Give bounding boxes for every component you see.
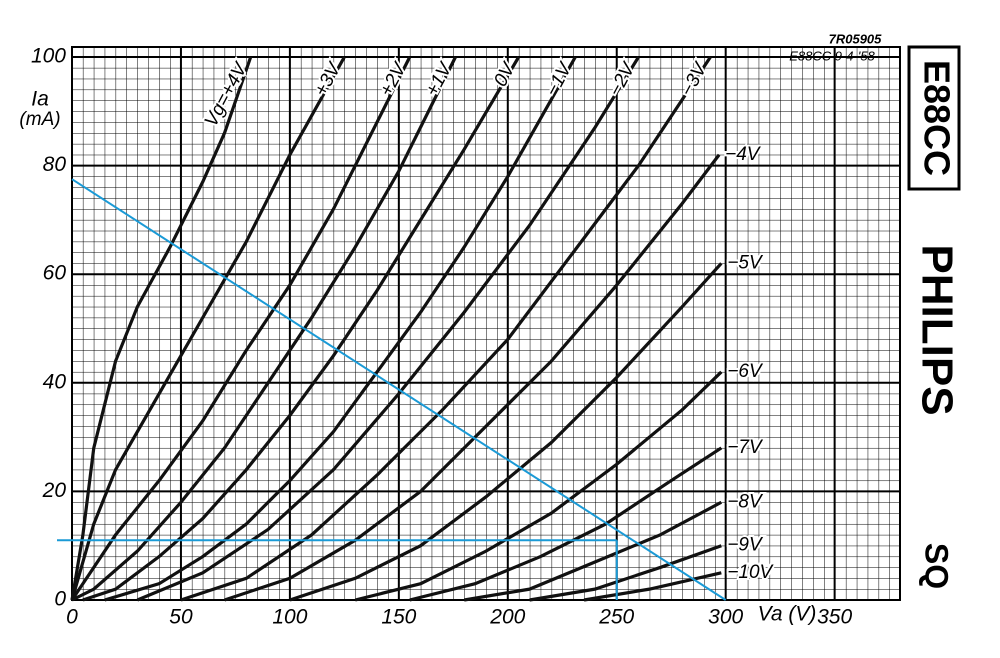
plot-area xyxy=(71,46,901,601)
y-unit: (mA) xyxy=(19,109,60,130)
mark: SQ xyxy=(919,543,955,589)
curve xyxy=(289,262,723,602)
y-label: Ia xyxy=(31,88,49,111)
y-tick-label: 80 xyxy=(43,153,67,176)
y-tick-label: 60 xyxy=(43,262,67,285)
curve xyxy=(136,56,640,602)
x-tick-label: 200 xyxy=(489,606,525,629)
curve-label: −5V xyxy=(727,252,764,273)
x-tick-label: 350 xyxy=(817,606,852,629)
curve xyxy=(70,56,253,601)
y-tick-label: 20 xyxy=(42,479,67,502)
brand: PHILIPS xyxy=(912,244,961,415)
curve-label: −9V xyxy=(727,535,764,556)
curve-label: −10V xyxy=(727,562,774,583)
curve xyxy=(104,56,577,602)
curve xyxy=(529,544,722,602)
curve-label: −8V xyxy=(727,491,764,512)
code: 7R05905 xyxy=(829,31,883,46)
tube-box xyxy=(907,45,961,191)
tube-name: E88CC xyxy=(916,60,957,176)
subtitle: E88CC 9-4-'58 xyxy=(789,48,875,63)
curve xyxy=(463,500,723,602)
x-tick-label: 150 xyxy=(381,606,416,629)
curve xyxy=(71,56,457,602)
x-tick-label: 100 xyxy=(272,606,307,629)
minor-grid xyxy=(71,46,901,601)
y-tick-label: 100 xyxy=(31,45,66,68)
curve xyxy=(82,56,521,602)
y-tick-label: 0 xyxy=(54,588,66,611)
curve-label: −7V xyxy=(727,437,764,458)
curve xyxy=(70,56,412,601)
x-tick-label: 50 xyxy=(169,606,193,629)
curve xyxy=(180,56,712,602)
curve xyxy=(354,370,723,602)
curve-label: −4V xyxy=(725,144,762,165)
load-line xyxy=(71,178,727,601)
x-tick-label: 0 xyxy=(66,606,78,629)
curve xyxy=(224,153,721,602)
curve xyxy=(70,56,346,601)
y-tick-label: 40 xyxy=(43,370,67,393)
x-tick-label: 300 xyxy=(708,606,743,629)
x-tick-label: 250 xyxy=(598,606,634,629)
x-label: Va (V) xyxy=(758,603,817,626)
curve xyxy=(583,571,722,602)
curve-label: −6V xyxy=(727,361,764,382)
